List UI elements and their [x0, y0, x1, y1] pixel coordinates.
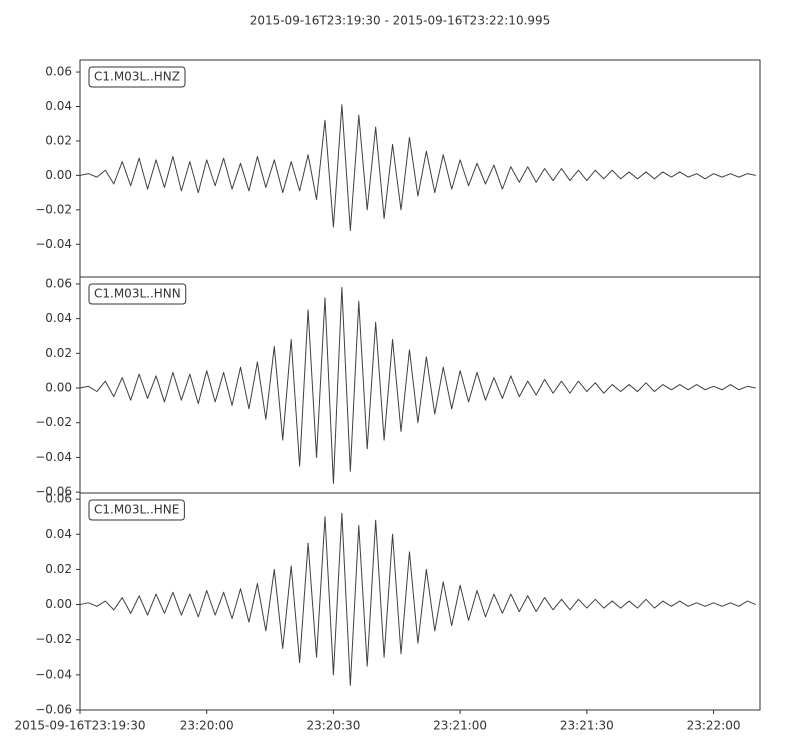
panel-frame [79, 492, 761, 711]
x-tick-label: 23:20:00 [180, 719, 234, 733]
x-tick-label: 23:20:30 [306, 719, 360, 733]
legend-box [88, 283, 187, 305]
y-tick-label: 0.00 [45, 381, 72, 395]
x-tick-label: 23:22:00 [687, 719, 741, 733]
y-tick-label: 0.06 [45, 65, 72, 79]
legend-label: C1.M03L..HNN [94, 287, 181, 301]
y-tick-label: 0.00 [45, 168, 72, 182]
x-tick-label: 23:21:00 [433, 719, 487, 733]
y-tick-label: 0.04 [45, 99, 72, 113]
legend-label: C1.M03L..HNE [94, 503, 179, 517]
y-tick-label: −0.02 [35, 202, 72, 216]
y-tick-label: −0.02 [35, 632, 72, 646]
y-tick-label: −0.04 [35, 237, 72, 251]
x-tick-label: 23:21:30 [560, 719, 614, 733]
y-tick-label: 0.02 [45, 562, 72, 576]
y-tick-label: −0.06 [35, 485, 72, 499]
legend-label: C1.M03L..HNZ [94, 70, 180, 84]
y-tick-label: 0.02 [45, 133, 72, 147]
y-tick-label: 0.06 [45, 492, 72, 506]
chart-title: 2015-09-16T23:19:30 - 2015-09-16T23:22:1… [250, 14, 551, 28]
y-tick-label: 0.04 [45, 527, 72, 541]
y-tick-label: 0.04 [45, 311, 72, 325]
panel-frame [79, 59, 761, 278]
x-tick-label: 2015-09-16T23:19:30 [15, 719, 146, 733]
waveform [79, 286, 756, 484]
y-tick-label: 0.06 [45, 276, 72, 290]
waveform [79, 512, 756, 686]
y-tick-label: −0.02 [35, 415, 72, 429]
waveform [79, 104, 756, 231]
y-tick-label: 0.02 [45, 346, 72, 360]
y-tick-label: 0.00 [45, 597, 72, 611]
panel-frame [79, 276, 761, 494]
legend-box [88, 66, 186, 88]
y-tick-label: −0.04 [35, 450, 72, 464]
y-tick-label: −0.04 [35, 667, 72, 681]
y-tick-label: −0.06 [35, 703, 72, 717]
legend-box [88, 499, 185, 521]
